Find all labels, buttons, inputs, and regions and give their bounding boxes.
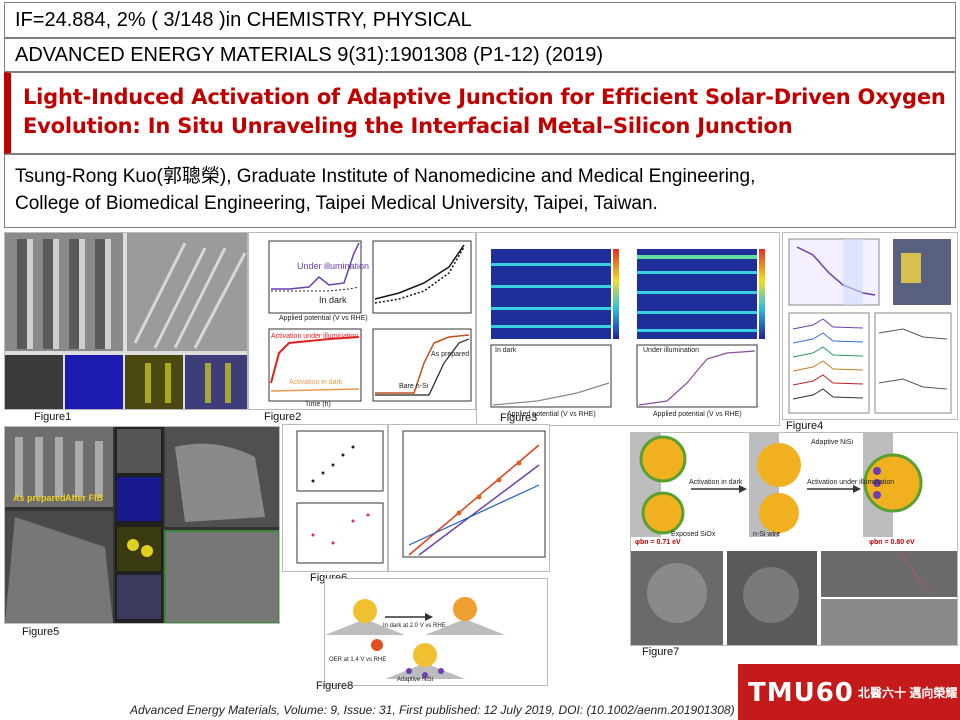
figure7-schematic-graphic (631, 433, 957, 645)
journal-citation: ADVANCED ENERGY MATERIALS 9(31):1901308 … (15, 44, 604, 66)
fig5-after-fib: After FIB (65, 493, 103, 503)
figure5-label: Figure5 (22, 626, 60, 638)
logo-text: TMU60 (748, 678, 854, 708)
fig7-phi-071: φbn = 0.71 eV (635, 539, 681, 546)
figure1-image (4, 232, 248, 410)
figure7-label: Figure7 (642, 646, 680, 658)
figure6c-image (388, 424, 550, 572)
fig7-activation-illumination: Activation under illumination (807, 479, 895, 486)
author-affiliation: Tsung-Rong Kuo(郭聰榮), Graduate Institute … (15, 166, 756, 214)
fig7-activation-dark: Activation in dark (689, 479, 743, 486)
impact-factor-row: IF=24.884, 2% ( 3/148 )in CHEMISTRY, PHY… (4, 2, 956, 38)
fig8-in-dark: In dark at 2.0 V vs RHE (383, 623, 446, 629)
figure5-image: As prepared After FIB (4, 426, 280, 624)
fig3-under-illumination: Under illumination (643, 347, 700, 354)
figure1-sem-graphic (5, 233, 247, 409)
figure6c-plot-graphic (402, 430, 546, 558)
fig2-bare-nsi: Bare n-Si (399, 383, 429, 390)
fig8-oer: OER at 1.4 V vs RHE (329, 657, 387, 663)
fig2-time-label: Time (h) (305, 401, 331, 408)
fig7-phi-080: φbn = 0.80 eV (869, 539, 915, 546)
figure8-image: In dark at 2.0 V vs RHE OER at 1.4 V vs … (324, 578, 548, 686)
fig2-activation-illumination: Activation under illumination (271, 333, 359, 340)
figure4-label: Figure4 (786, 420, 824, 432)
fig3-xlabel-left: Applied potential (V vs RHE) (507, 411, 596, 418)
title-row: Light-Induced Activation of Adaptive Jun… (4, 72, 956, 154)
figure8-schematic-graphic (325, 597, 505, 679)
fig2-in-dark: In dark (319, 295, 347, 305)
paper-title: Light-Induced Activation of Adaptive Jun… (23, 85, 946, 138)
impact-factor-text: IF=24.884, 2% ( 3/148 )in CHEMISTRY, PHY… (15, 9, 472, 31)
tmu60-logo: TMU60 北醫六十 邁向榮耀 (738, 664, 960, 720)
author-row: Tsung-Rong Kuo(郭聰榮), Graduate Institute … (4, 154, 956, 228)
figure6-plot-graphic (296, 430, 384, 564)
fig7-adaptive-nisi: Adaptive NiSi (811, 439, 854, 446)
figure2-label: Figure2 (264, 411, 302, 423)
figure3-image: In dark Under illumination Applied poten… (476, 232, 780, 426)
figure8-label: Figure8 (316, 680, 354, 692)
fig7-nsi-wire: n-Si wire (753, 531, 781, 538)
figure6-image (282, 424, 388, 572)
fig2-activation-dark: Activation in dark (289, 379, 343, 386)
figure4-plot-graphic (788, 238, 952, 414)
fig3-xlabel-right: Applied potential (V vs RHE) (653, 411, 742, 418)
fig2-xlabel: Applied potential (V vs RHE) (279, 315, 368, 322)
journal-row: ADVANCED ENERGY MATERIALS 9(31):1901308 … (4, 38, 956, 72)
fig8-adaptive-nisi: Adaptive NiSi (397, 677, 434, 683)
logo-subtext: 北醫六十 邁向榮耀 (858, 686, 958, 700)
figure7-image: Activation in dark Activation under illu… (630, 432, 958, 646)
figure5-sem-graphic (5, 427, 279, 623)
fig2-under-illumination: Under illumination (297, 261, 370, 271)
figure1-label: Figure1 (34, 411, 72, 423)
footer-citation: Advanced Energy Materials, Volume: 9, Is… (130, 703, 735, 717)
fig3-in-dark: In dark (495, 347, 517, 354)
figure3-heatmap-graphic (490, 249, 765, 408)
figure3-label: Figure3 (500, 412, 538, 424)
fig7-exposed-siox: Exposed SiOx (671, 531, 716, 538)
fig2-as-prepared: As prepared (431, 351, 470, 358)
figure2-image: Under illumination In dark Activation un… (248, 232, 476, 410)
fig5-as-prepared: As prepared (13, 493, 66, 503)
figure2-plot-graphic (268, 240, 472, 402)
figure4-image (782, 232, 958, 420)
